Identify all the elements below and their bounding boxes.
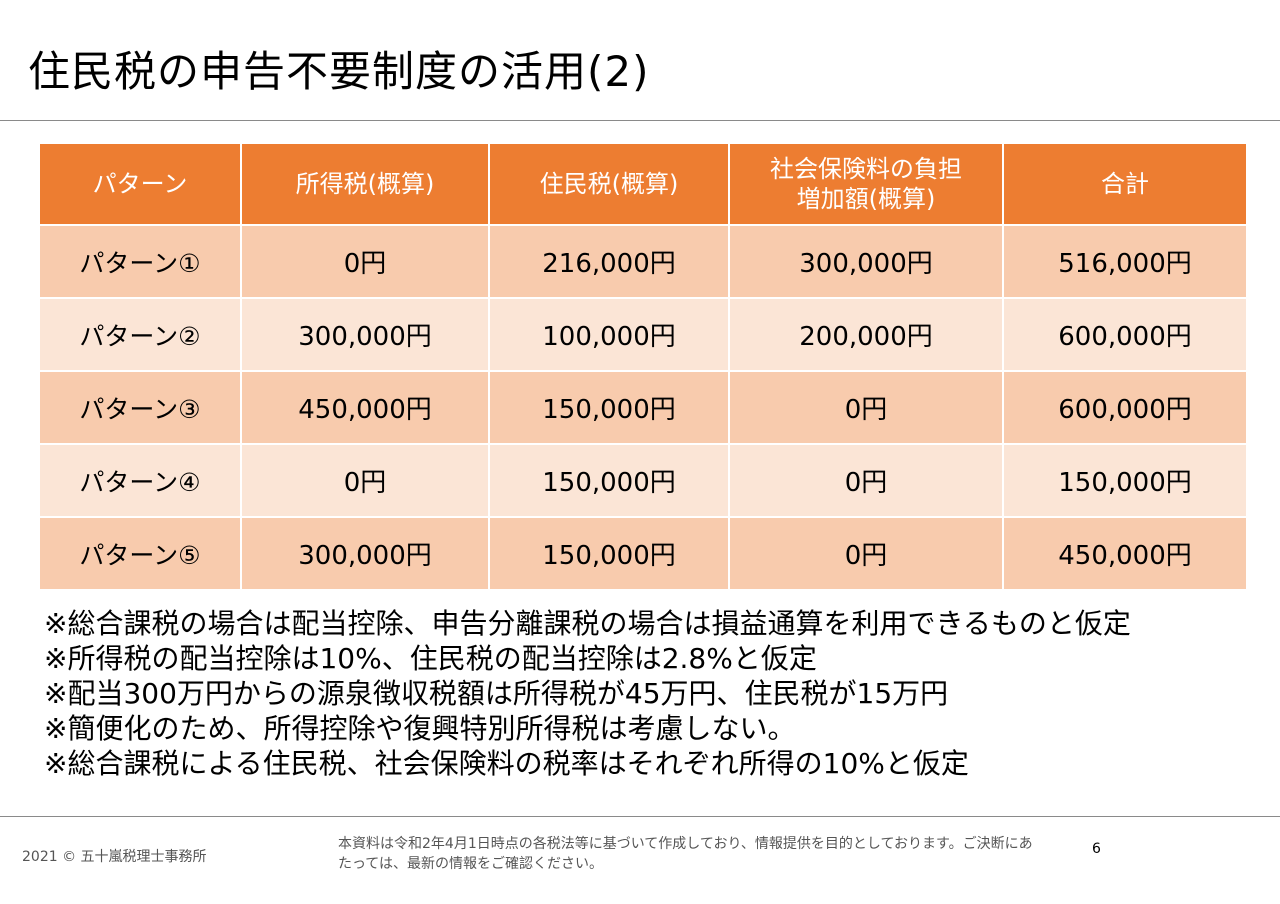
title-divider bbox=[0, 120, 1280, 121]
resident-tax-cell: 100,000円 bbox=[488, 297, 730, 372]
footer-copyright: 2021 © 五十嵐税理士事務所 bbox=[22, 849, 207, 865]
header-pattern: パターン bbox=[38, 142, 242, 226]
income-tax-cell: 300,000円 bbox=[240, 516, 490, 591]
footer-divider bbox=[0, 816, 1280, 817]
header-income-tax: 所得税(概算) bbox=[240, 142, 490, 226]
note-item: ※総合課税の場合は配当控除、申告分離課税の場合は損益通算を利用できるものと仮定 bbox=[44, 607, 1131, 640]
header-social-insurance: 社会保険料の負担 増加額(概算) bbox=[728, 142, 1004, 226]
social-insurance-cell: 0円 bbox=[728, 516, 1004, 591]
pattern-cell: パターン④ bbox=[38, 443, 242, 518]
slide-title: 住民税の申告不要制度の活用(2) bbox=[28, 47, 650, 96]
income-tax-cell: 300,000円 bbox=[240, 297, 490, 372]
pattern-cell: パターン① bbox=[38, 224, 242, 299]
income-tax-cell: 0円 bbox=[240, 224, 490, 299]
total-cell: 516,000円 bbox=[1002, 224, 1248, 299]
total-cell: 600,000円 bbox=[1002, 370, 1248, 445]
table-row: パターン③ 450,000円 150,000円 0円 600,000円 bbox=[38, 370, 1248, 445]
page-number: 6 bbox=[1092, 841, 1101, 857]
note-item: ※総合課税による住民税、社会保険料の税率はそれぞれ所得の10%と仮定 bbox=[44, 747, 969, 780]
pattern-cell: パターン⑤ bbox=[38, 516, 242, 591]
pattern-cell: パターン③ bbox=[38, 370, 242, 445]
resident-tax-cell: 216,000円 bbox=[488, 224, 730, 299]
footer-disclaimer: 本資料は令和2年4月1日時点の各税法等に基づいて作成しており、情報提供を目的とし… bbox=[338, 836, 1033, 872]
table-header-row: パターン 所得税(概算) 住民税(概算) 社会保険料の負担 増加額(概算) 合計 bbox=[38, 142, 1248, 226]
note-item: ※簡便化のため、所得控除や復興特別所得税は考慮しない。 bbox=[44, 712, 796, 745]
total-cell: 600,000円 bbox=[1002, 297, 1248, 372]
table-row: パターン④ 0円 150,000円 0円 150,000円 bbox=[38, 443, 1248, 518]
total-cell: 450,000円 bbox=[1002, 516, 1248, 591]
social-insurance-cell: 0円 bbox=[728, 370, 1004, 445]
notes-list: ※総合課税の場合は配当控除、申告分離課税の場合は損益通算を利用できるものと仮定 … bbox=[44, 606, 1264, 781]
table-row: パターン⑤ 300,000円 150,000円 0円 450,000円 bbox=[38, 516, 1248, 591]
income-tax-cell: 0円 bbox=[240, 443, 490, 518]
social-insurance-cell: 300,000円 bbox=[728, 224, 1004, 299]
note-item: ※配当300万円からの源泉徴収税額は所得税が45万円、住民税が15万円 bbox=[44, 677, 949, 710]
resident-tax-cell: 150,000円 bbox=[488, 443, 730, 518]
comparison-table: パターン 所得税(概算) 住民税(概算) 社会保険料の負担 増加額(概算) 合計… bbox=[38, 142, 1248, 591]
social-insurance-cell: 0円 bbox=[728, 443, 1004, 518]
pattern-cell: パターン② bbox=[38, 297, 242, 372]
note-item: ※所得税の配当控除は10%、住民税の配当控除は2.8%と仮定 bbox=[44, 642, 817, 675]
table-row: パターン① 0円 216,000円 300,000円 516,000円 bbox=[38, 224, 1248, 299]
header-total: 合計 bbox=[1002, 142, 1248, 226]
resident-tax-cell: 150,000円 bbox=[488, 370, 730, 445]
table-row: パターン② 300,000円 100,000円 200,000円 600,000… bbox=[38, 297, 1248, 372]
total-cell: 150,000円 bbox=[1002, 443, 1248, 518]
income-tax-cell: 450,000円 bbox=[240, 370, 490, 445]
resident-tax-cell: 150,000円 bbox=[488, 516, 730, 591]
header-resident-tax: 住民税(概算) bbox=[488, 142, 730, 226]
social-insurance-cell: 200,000円 bbox=[728, 297, 1004, 372]
